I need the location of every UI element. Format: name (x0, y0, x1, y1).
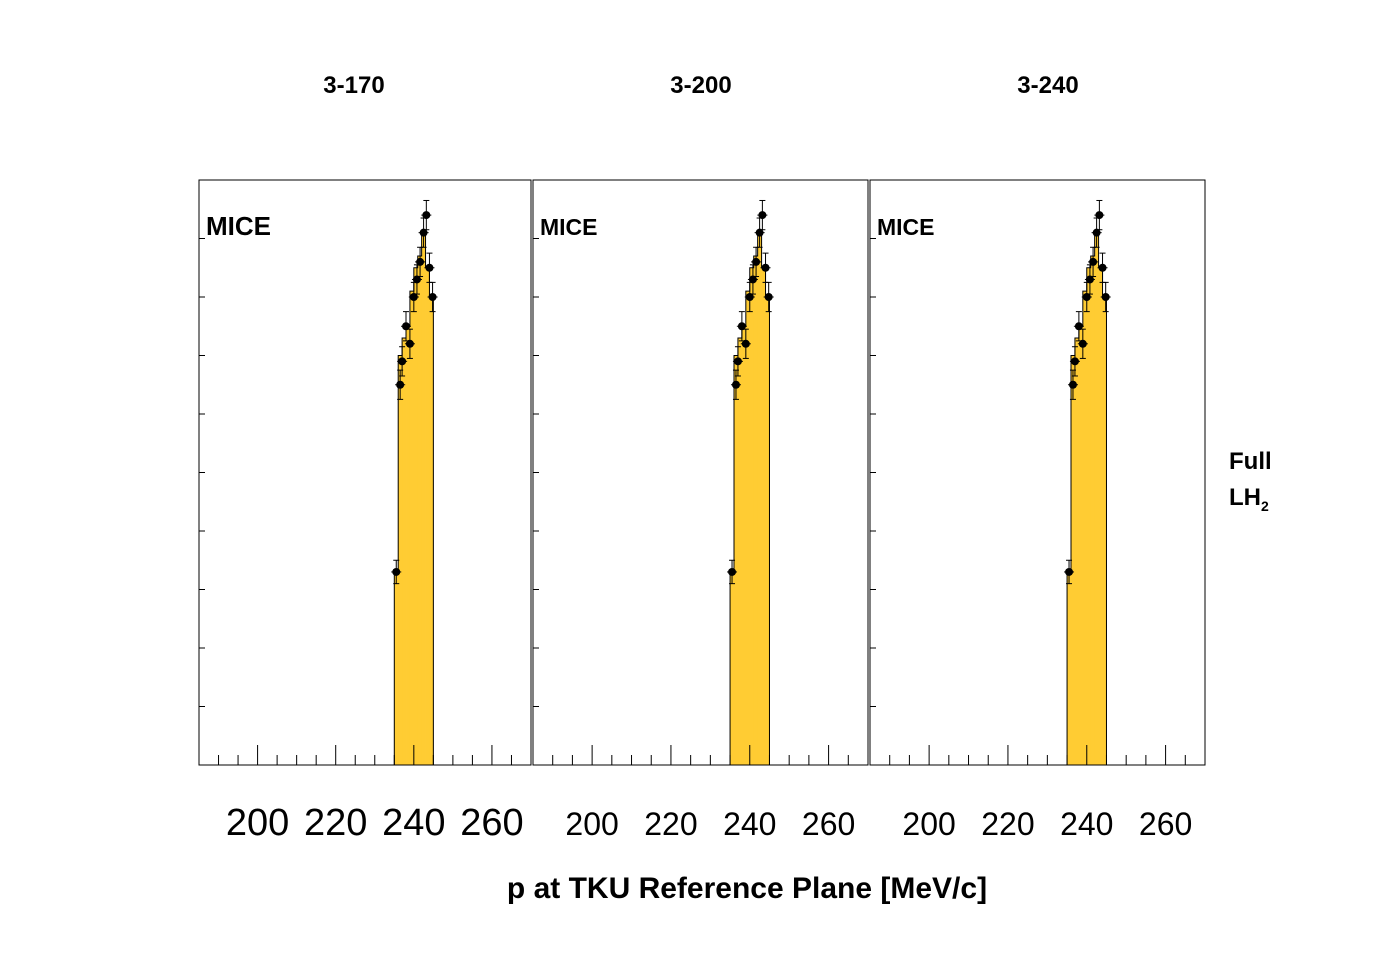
histogram-bin (398, 355, 403, 765)
histogram-bin (1102, 297, 1107, 765)
histogram-bin (1071, 355, 1076, 765)
data-point (422, 211, 431, 220)
x-tick-label: 240 (382, 802, 445, 844)
histogram-bin (1074, 337, 1080, 765)
histogram-bin (406, 326, 411, 765)
x-tick-label: 200 (565, 806, 618, 842)
data-point (752, 257, 761, 266)
data-point (1092, 228, 1101, 237)
x-tick-label: 240 (1060, 806, 1113, 842)
x-tick-label: 260 (1139, 806, 1192, 842)
data-point (425, 263, 434, 272)
histogram-bin (1098, 267, 1103, 765)
data-point (398, 357, 407, 366)
mice-annotation: MICE (206, 211, 271, 241)
data-point (392, 567, 401, 576)
x-axis-title: p at TKU Reference Plane [MeV/c] (506, 872, 988, 905)
histogram-bin (1067, 571, 1072, 765)
data-point (1101, 293, 1110, 301)
histogram-bin (753, 256, 759, 765)
data-point (748, 275, 757, 284)
side-label-sub: 2 (1261, 497, 1269, 514)
histogram-bin (761, 267, 766, 765)
histogram-bin (730, 571, 735, 765)
data-point (1070, 357, 1079, 366)
histogram-bin (394, 571, 399, 765)
histogram-bin (1082, 291, 1088, 765)
histogram-bin (417, 256, 423, 765)
panel-title-1: 3-170 (323, 72, 385, 99)
histogram-bin (413, 267, 419, 765)
x-tick-label: 220 (981, 806, 1034, 842)
panel-title-2: 3-200 (670, 72, 732, 99)
histogram-bin (402, 337, 407, 765)
data-point (419, 228, 428, 237)
side-label-main: LH (1229, 484, 1261, 511)
data-point (412, 275, 421, 284)
x-tick-label: 260 (460, 802, 523, 844)
data-point (1082, 293, 1091, 301)
data-point (731, 380, 740, 389)
data-point (396, 380, 405, 389)
data-point (737, 322, 746, 331)
data-point (1098, 263, 1107, 272)
data-point (1085, 275, 1094, 284)
data-point (764, 293, 773, 301)
histogram-bin (734, 355, 739, 765)
histogram-bin (1078, 326, 1084, 765)
x-tick-label: 220 (644, 806, 697, 842)
x-tick-label: 200 (902, 806, 955, 842)
data-point (755, 228, 764, 237)
histogram-bin (1090, 256, 1096, 765)
data-point (761, 263, 770, 272)
histogram-bin (421, 232, 426, 765)
histogram-bin (425, 267, 430, 765)
data-point (728, 567, 737, 576)
data-point (1068, 380, 1077, 389)
mice-annotation: MICE (540, 214, 598, 240)
x-tick-label: 260 (802, 806, 855, 842)
x-tick-label: 240 (723, 806, 776, 842)
histogram-bin (765, 297, 770, 765)
data-point (1089, 257, 1098, 266)
data-point (416, 257, 425, 266)
histogram-bin (409, 291, 415, 765)
data-point (745, 293, 754, 301)
panel-frame (869, 179, 1206, 766)
data-point (733, 357, 742, 366)
side-label-line2: LH2 (1229, 484, 1269, 514)
x-tick-label: 220 (304, 802, 367, 844)
histogram-bin (1086, 267, 1092, 765)
data-point (402, 322, 411, 331)
data-point (741, 339, 750, 348)
histogram-bin (737, 337, 743, 765)
histogram-bin (429, 297, 434, 765)
data-point (1078, 339, 1087, 348)
panel-title-3: 3-240 (1017, 72, 1079, 99)
histogram-bin (741, 326, 747, 765)
histogram-bin (1094, 232, 1099, 765)
data-point (409, 293, 418, 301)
data-point (758, 211, 767, 220)
x-tick-label: 200 (226, 802, 289, 844)
mice-annotation: MICE (877, 214, 935, 240)
data-point (1095, 211, 1104, 220)
side-label-line1: Full (1229, 448, 1272, 475)
histogram-bin (745, 291, 751, 765)
data-point (405, 339, 414, 348)
panel-frame (198, 179, 532, 766)
data-point (1074, 322, 1083, 331)
histogram-bin (749, 267, 755, 765)
data-point (428, 293, 437, 301)
data-point (1065, 567, 1074, 576)
panel-frame (532, 179, 869, 766)
histogram-bin (757, 232, 762, 765)
